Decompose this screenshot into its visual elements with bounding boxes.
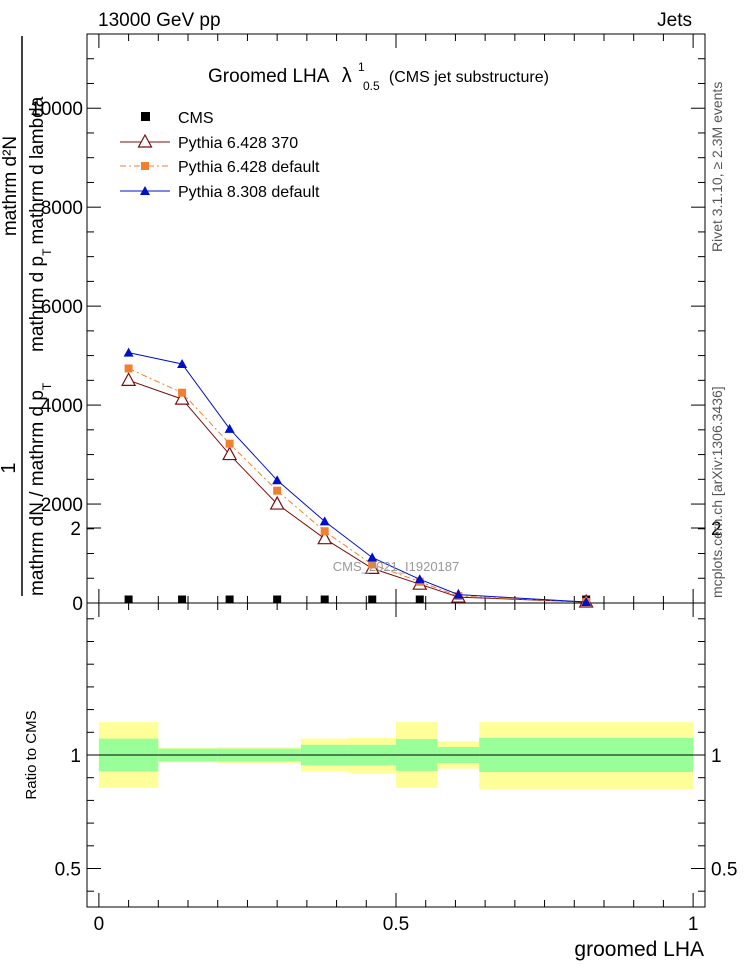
data-point bbox=[272, 475, 283, 485]
data-point bbox=[319, 516, 330, 526]
data-point bbox=[124, 595, 133, 603]
legend-swatch-marker bbox=[140, 186, 150, 195]
chart-title-sub: 0.5 bbox=[363, 79, 380, 93]
data-point bbox=[273, 486, 282, 495]
data-point bbox=[225, 595, 234, 603]
data-point bbox=[320, 527, 329, 536]
data-point bbox=[453, 589, 464, 599]
data-point bbox=[124, 364, 133, 373]
ratio-ylabel: Ratio to CMS bbox=[23, 710, 40, 799]
ratio-ytick-label-right: 2 bbox=[711, 519, 722, 540]
data-point bbox=[224, 423, 235, 433]
main-ylabel: 1 mathrm dN / mathrm d pT mathrm d²N mat… bbox=[0, 36, 54, 596]
legend-swatch-marker bbox=[137, 133, 153, 148]
series-layer bbox=[121, 347, 594, 608]
main-axes: 0 2000 4000 6000 8000 10000 bbox=[30, 33, 705, 615]
ratio-ytick-label: 2 bbox=[70, 519, 81, 540]
legend-label: CMS bbox=[178, 110, 214, 127]
ratio-bands bbox=[98, 722, 694, 790]
data-point bbox=[225, 439, 234, 448]
data-point bbox=[317, 530, 333, 545]
legend-swatch-marker bbox=[141, 112, 150, 121]
ratio-xtick-label: 1 bbox=[688, 914, 699, 935]
chart-title-suffix: (CMS jet substructure) bbox=[389, 69, 549, 86]
header-process: Jets bbox=[657, 10, 692, 31]
ylabel-upper-denominator: mathrm d pTmathrm d lambda bbox=[27, 96, 54, 352]
main-ytick-label: 8000 bbox=[41, 198, 83, 219]
legend-label: Pythia 6.428 default bbox=[178, 159, 320, 176]
chart-title-sup: 1 bbox=[358, 60, 365, 74]
data-point bbox=[177, 359, 188, 369]
header-collision: 13000 GeV pp bbox=[98, 10, 221, 31]
legend-item: CMS bbox=[141, 110, 214, 127]
ratio-xtick-label: 0.5 bbox=[383, 914, 409, 935]
series-3 bbox=[123, 347, 592, 607]
main-ytick-label: 2000 bbox=[41, 495, 83, 516]
main-ytick-label: 0 bbox=[72, 594, 83, 615]
data-point bbox=[320, 595, 329, 603]
chart-title-main: Groomed LHA bbox=[208, 66, 330, 87]
main-ytick-label: 10000 bbox=[30, 99, 83, 120]
data-point bbox=[121, 372, 137, 386]
ratio-xtick-label: 0 bbox=[94, 914, 105, 935]
legend-label: Pythia 8.308 default bbox=[178, 184, 320, 201]
ratio-ytick-label-right: 0.5 bbox=[711, 860, 737, 881]
data-point bbox=[368, 595, 377, 603]
data-point bbox=[123, 347, 134, 357]
xlabel: groomed LHA bbox=[574, 938, 704, 961]
legend: CMS Pythia 6.428 370 Pythia 6.428 default P… bbox=[120, 110, 320, 201]
data-point bbox=[273, 595, 282, 603]
data-point bbox=[174, 390, 190, 405]
ylabel-upper-numerator: mathrm d²N bbox=[0, 136, 21, 236]
ratio-axes: 0.5 0.5 1 1 2 2 0 0.5 1 bbox=[55, 519, 738, 935]
chart-title: Groomed LHA λ 1 0.5 (CMS jet substructur… bbox=[208, 55, 549, 95]
data-point bbox=[368, 560, 377, 569]
data-point bbox=[178, 595, 187, 603]
ratio-ytick-label: 0.5 bbox=[55, 860, 81, 881]
ratio-ytick-label-right: 1 bbox=[711, 746, 722, 767]
main-ytick-label: 6000 bbox=[41, 297, 83, 318]
legend-item: Pythia 8.308 default bbox=[120, 184, 320, 201]
ylabel-numerator: 1 bbox=[0, 462, 20, 473]
data-point bbox=[269, 495, 285, 510]
main-ytick-label: 4000 bbox=[41, 396, 83, 417]
data-point bbox=[178, 388, 187, 397]
legend-label: Pythia 6.428 370 bbox=[178, 135, 298, 152]
ylabel-denominator: mathrm dN / mathrm d pT bbox=[27, 382, 54, 596]
legend-item: Pythia 6.428 default bbox=[120, 159, 320, 176]
mcplots-label: mcplots.cern.ch [arXiv:1306.3436] bbox=[709, 386, 725, 598]
data-point bbox=[414, 574, 425, 584]
data-point bbox=[415, 595, 424, 603]
legend-item: Pythia 6.428 370 bbox=[120, 133, 298, 152]
analysis-watermark: CMS_2021_I1920187 bbox=[333, 559, 460, 574]
ratio-ytick-label: 1 bbox=[70, 746, 81, 767]
data-point bbox=[581, 597, 592, 607]
legend-swatch-marker bbox=[141, 162, 149, 170]
chart-title-lambda: λ bbox=[342, 65, 352, 87]
data-point bbox=[222, 446, 238, 461]
data-point bbox=[367, 552, 378, 562]
rivet-label: Rivet 3.1.10, ≥ 2.3M events bbox=[709, 82, 725, 252]
